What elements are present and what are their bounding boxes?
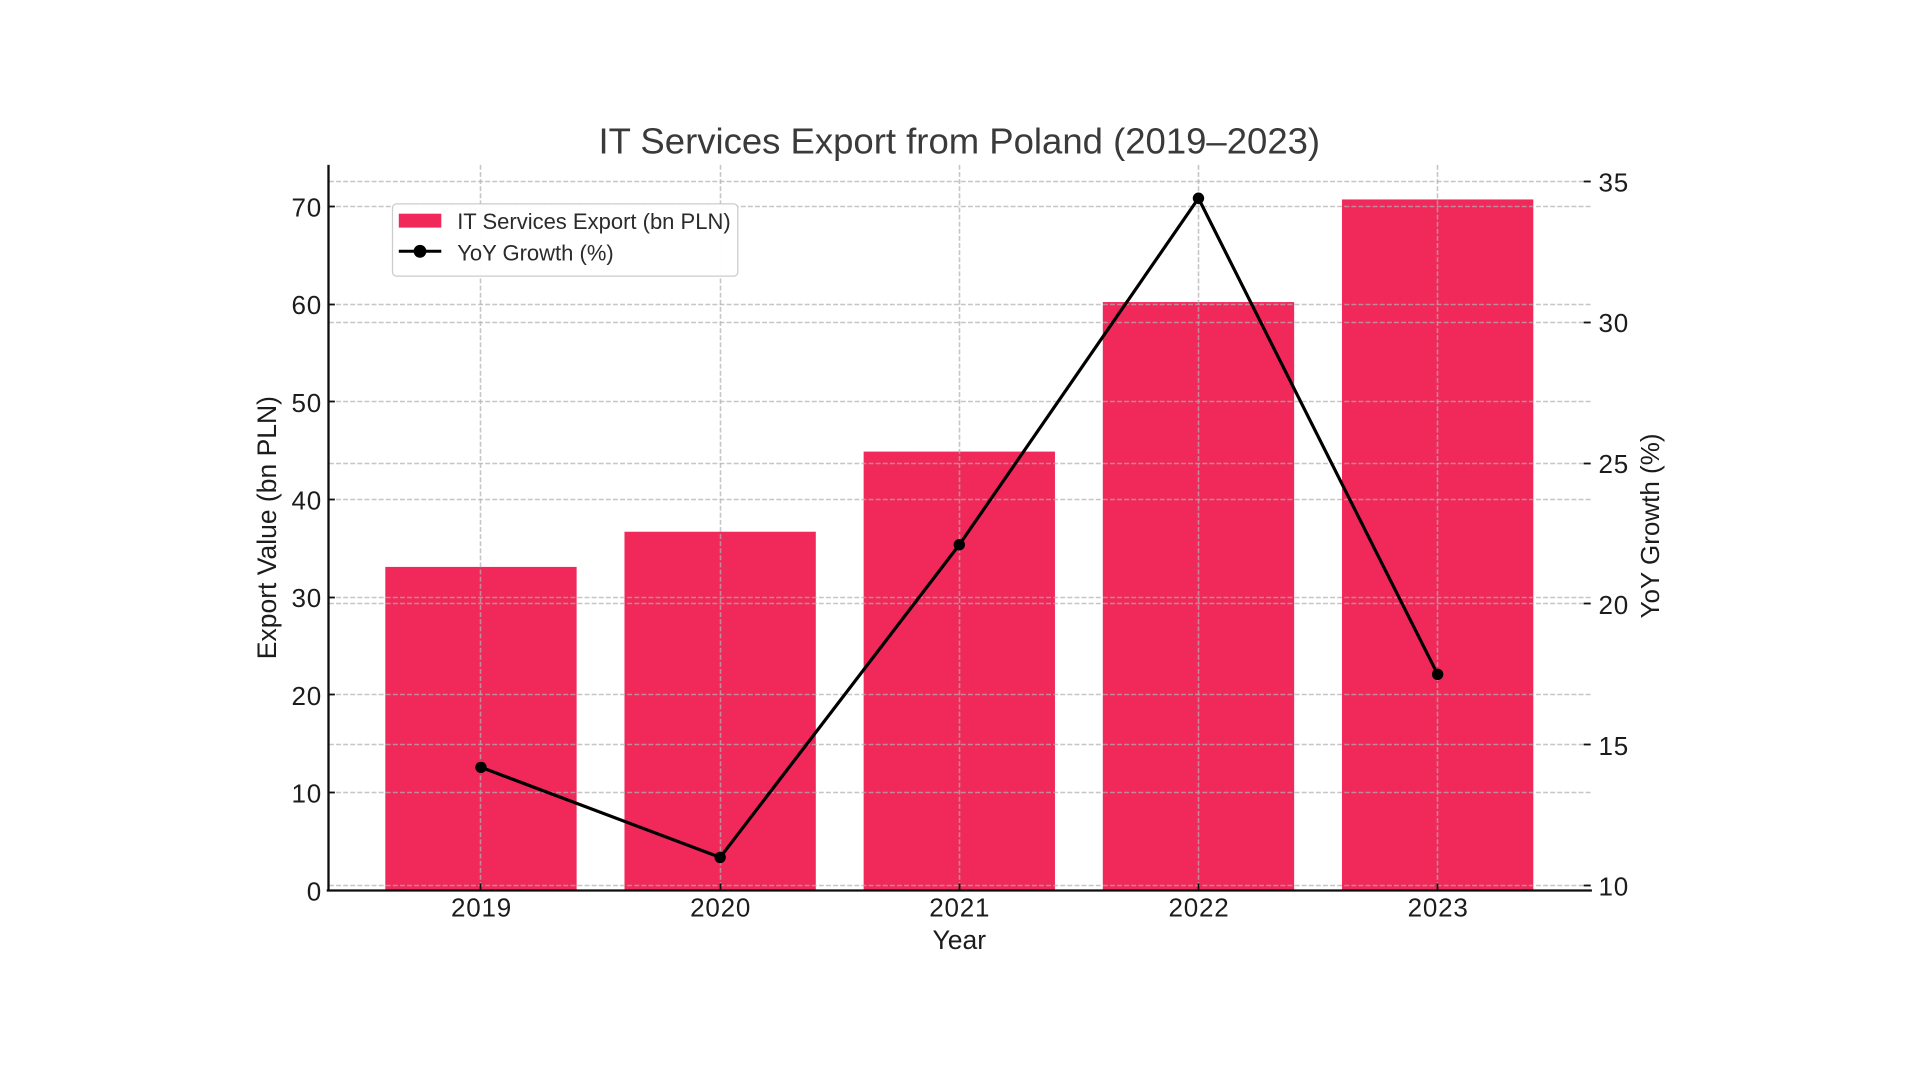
svg-text:70: 70 bbox=[291, 192, 322, 222]
svg-text:IT Services Export (bn PLN): IT Services Export (bn PLN) bbox=[457, 209, 730, 234]
svg-text:10: 10 bbox=[291, 779, 322, 809]
svg-text:0: 0 bbox=[307, 876, 322, 906]
svg-text:10: 10 bbox=[1599, 872, 1630, 902]
svg-text:50: 50 bbox=[291, 388, 322, 418]
svg-text:35: 35 bbox=[1599, 167, 1630, 197]
svg-text:Export Value (bn PLN): Export Value (bn PLN) bbox=[252, 396, 282, 659]
svg-text:Year: Year bbox=[933, 925, 987, 955]
svg-text:YoY Growth (%): YoY Growth (%) bbox=[1635, 434, 1665, 619]
svg-text:25: 25 bbox=[1599, 449, 1630, 479]
svg-text:30: 30 bbox=[1599, 308, 1630, 338]
svg-text:2021: 2021 bbox=[929, 892, 990, 922]
svg-text:2022: 2022 bbox=[1168, 892, 1229, 922]
svg-text:40: 40 bbox=[291, 485, 322, 515]
svg-text:2020: 2020 bbox=[690, 892, 751, 922]
svg-text:60: 60 bbox=[291, 290, 322, 320]
svg-text:15: 15 bbox=[1599, 731, 1630, 761]
svg-text:IT Services Export from Poland: IT Services Export from Poland (2019–202… bbox=[599, 121, 1321, 162]
svg-text:2019: 2019 bbox=[451, 892, 512, 922]
svg-text:20: 20 bbox=[1599, 590, 1630, 620]
svg-text:2023: 2023 bbox=[1408, 892, 1469, 922]
svg-text:30: 30 bbox=[291, 583, 322, 613]
svg-text:20: 20 bbox=[291, 681, 322, 711]
svg-text:YoY Growth (%): YoY Growth (%) bbox=[457, 240, 614, 265]
